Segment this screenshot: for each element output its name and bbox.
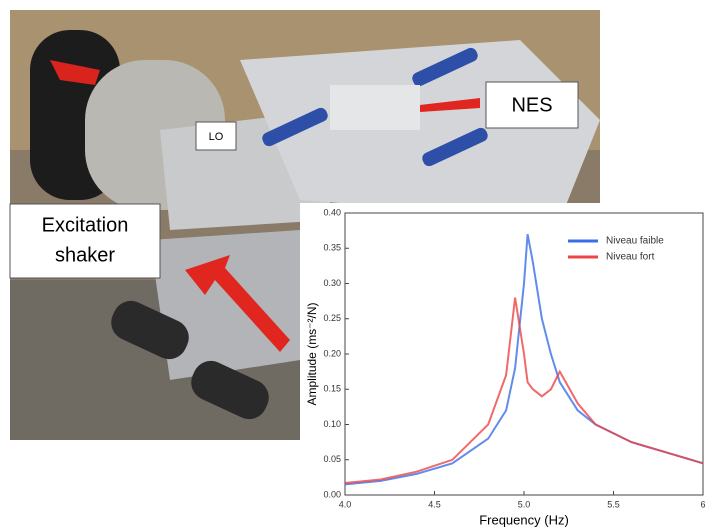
y-tick-label: 0.25 [323, 313, 341, 323]
y-tick-label: 0.20 [323, 348, 341, 358]
y-tick-label: 0.00 [323, 489, 341, 499]
x-tick-label: 5.0 [518, 499, 531, 509]
label-excitation: Excitation [42, 214, 129, 236]
y-tick-label: 0.30 [323, 278, 341, 288]
y-axis-label: Amplitude (ms⁻²/N) [305, 302, 319, 405]
legend-label: Niveau fort [606, 252, 655, 263]
y-tick-label: 0.15 [323, 384, 341, 394]
figure: LO NES Excitation shaker Frequency (Hz) … [0, 0, 708, 529]
y-tick-label: 0.05 [323, 454, 341, 464]
x-tick-label: 6 [700, 499, 705, 509]
legend-label: Niveau faible [606, 236, 664, 247]
x-tick-label: 4.5 [428, 499, 441, 509]
label-nes: NES [511, 94, 552, 116]
y-tick-label: 0.35 [323, 243, 341, 253]
label-lo: LO [209, 131, 224, 143]
y-tick-label: 0.10 [323, 419, 341, 429]
x-tick-label: 4.0 [339, 499, 352, 509]
label-excitation: shaker [55, 244, 115, 266]
y-tick-label: 0.40 [323, 207, 341, 217]
x-axis-label: Frequency (Hz) [479, 512, 569, 527]
x-tick-label: 5.5 [607, 499, 620, 509]
